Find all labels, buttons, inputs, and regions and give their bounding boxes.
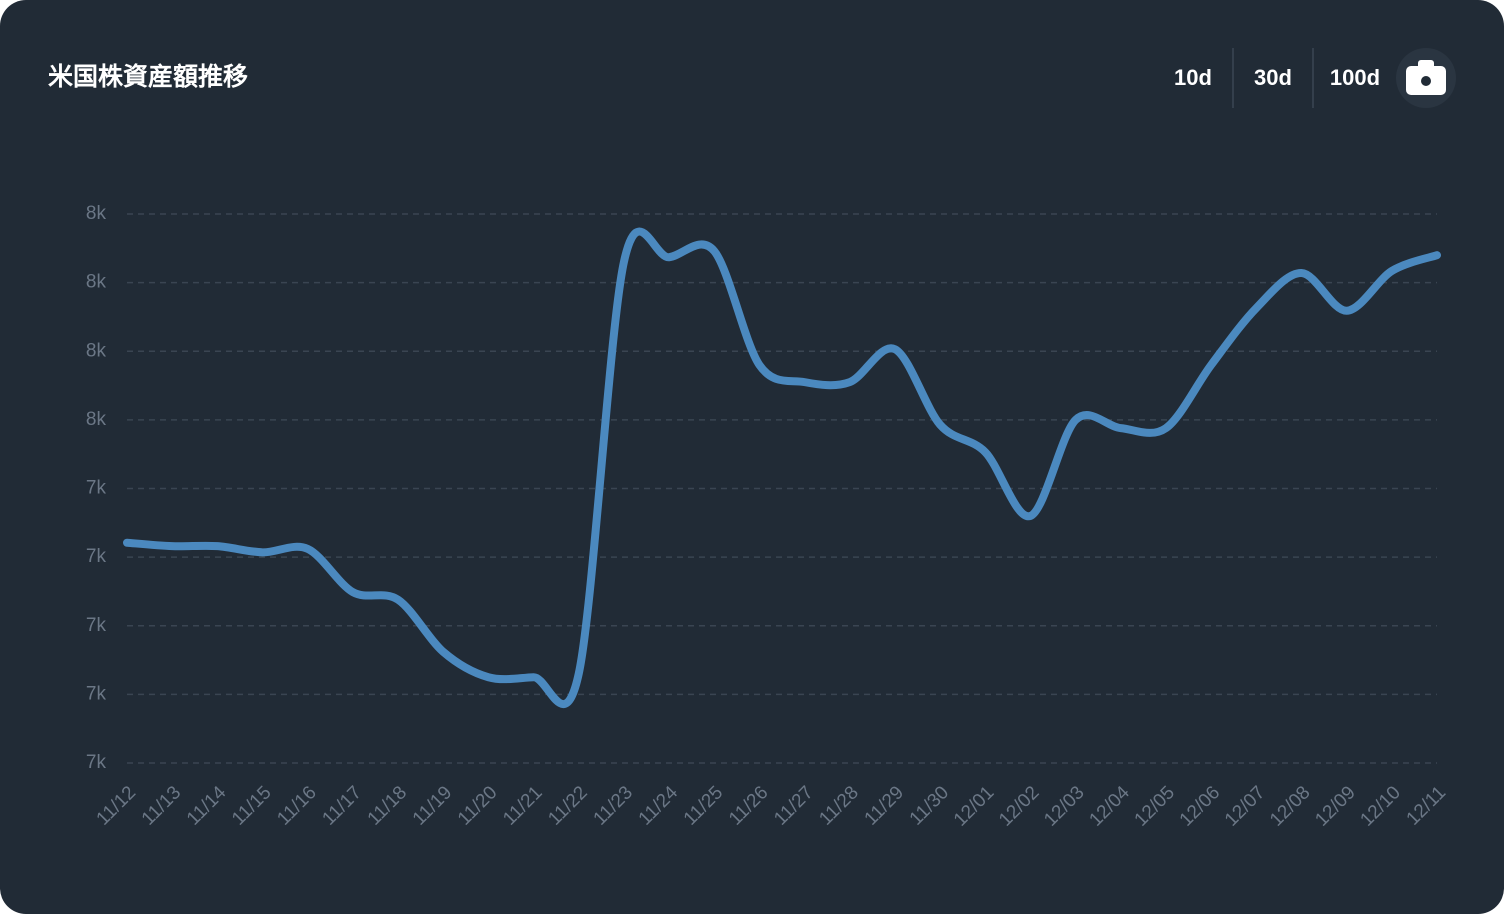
y-tick-label: 8k bbox=[86, 203, 107, 224]
chart-title: 米国株資産額推移 bbox=[48, 62, 248, 91]
camera-icon-top bbox=[1418, 60, 1434, 69]
range-button[interactable]: 30d bbox=[1254, 65, 1292, 90]
y-tick-label: 7k bbox=[86, 683, 107, 704]
y-tick-label: 8k bbox=[86, 409, 107, 430]
y-tick-label: 8k bbox=[86, 340, 107, 361]
y-tick-label: 8k bbox=[86, 272, 107, 293]
y-tick-label: 7k bbox=[86, 478, 107, 499]
camera-lens bbox=[1421, 76, 1431, 86]
line bbox=[123, 227, 1441, 708]
range-button[interactable]: 10d bbox=[1174, 65, 1212, 90]
range-buttons: 10d 30d 100d bbox=[1174, 65, 1380, 90]
y-tick-label: 7k bbox=[86, 546, 107, 567]
y-tick-label: 7k bbox=[86, 615, 107, 636]
camera-button[interactable] bbox=[1396, 48, 1456, 108]
range-button[interactable]: 100d bbox=[1330, 65, 1380, 90]
y-tick-label: 7k bbox=[86, 752, 107, 773]
